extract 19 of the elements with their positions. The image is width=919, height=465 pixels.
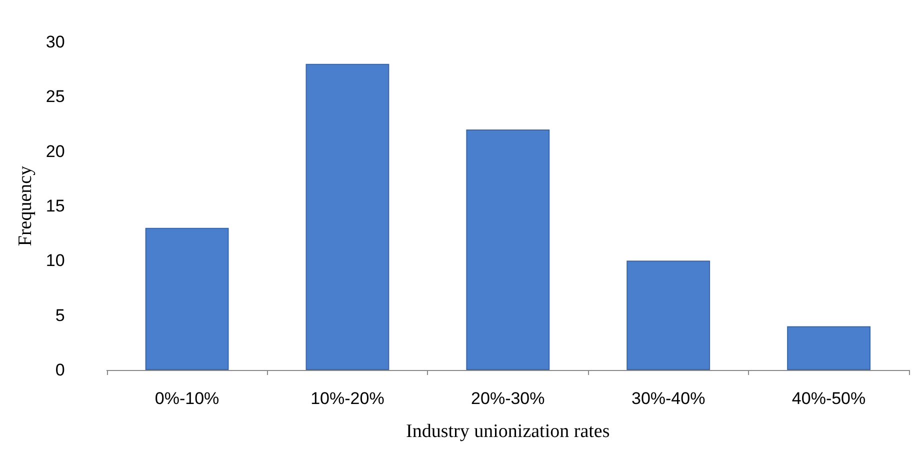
x-tick-label: 0%-10%	[154, 389, 220, 408]
y-tick-label: 30	[46, 32, 65, 52]
y-tick-label: 5	[55, 306, 65, 325]
x-tick-label: 10%-20%	[310, 389, 384, 408]
x-tick-label: 20%-30%	[471, 389, 545, 408]
y-tick-label: 0	[55, 360, 65, 380]
x-tick-label: 30%-40%	[631, 389, 706, 408]
bar	[626, 260, 710, 370]
y-tick-label: 10	[46, 251, 65, 270]
x-axis-title: Industry unionization rates	[406, 421, 610, 442]
x-tick-label: 40%-50%	[792, 389, 866, 408]
y-axis-title: Frequency	[15, 165, 36, 246]
bar	[787, 326, 870, 370]
bar	[306, 64, 390, 370]
y-tick-label: 25	[46, 87, 65, 106]
bar	[466, 129, 550, 370]
bar	[145, 228, 229, 370]
y-tick-label: 15	[46, 196, 65, 216]
y-tick-label: 20	[46, 142, 65, 161]
